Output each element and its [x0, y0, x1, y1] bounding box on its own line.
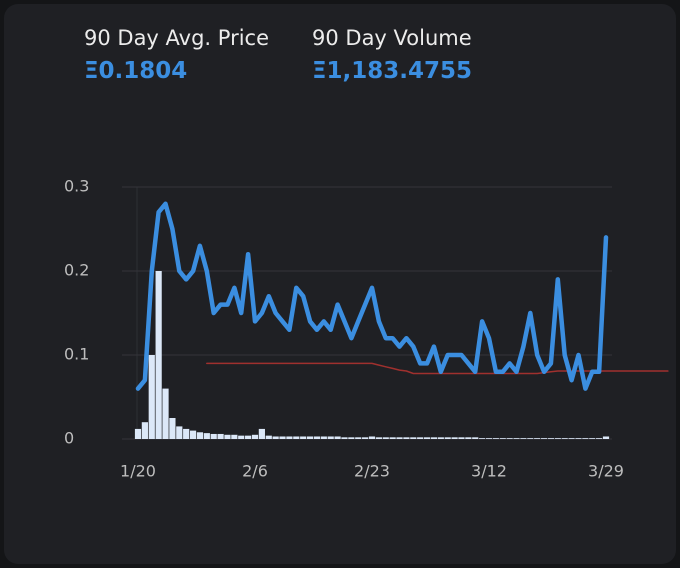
- volume-bar: [547, 438, 555, 439]
- x-tick-label: 1/20: [120, 462, 156, 481]
- volume-bar: [210, 433, 217, 439]
- volume-bar: [293, 436, 300, 439]
- volume-bar: [430, 437, 438, 439]
- volume-bar: [196, 432, 204, 439]
- volume-bar: [554, 438, 561, 439]
- volume-bar: [444, 437, 451, 439]
- volume-bar: [602, 436, 610, 439]
- volume-bar: [134, 428, 142, 439]
- volume-bar: [155, 271, 162, 439]
- volume-bar: [327, 436, 334, 439]
- volume-bar: [589, 438, 596, 439]
- volume-bar: [403, 437, 410, 439]
- volume-bar: [396, 437, 403, 439]
- volume-bar: [561, 438, 568, 439]
- stat-label: 90 Day Avg. Price: [84, 26, 270, 50]
- volume-bar: [485, 438, 493, 439]
- volume-bar: [245, 435, 252, 439]
- volume-bar: [513, 438, 520, 439]
- volume-bar: [148, 355, 155, 439]
- volume-bar: [492, 438, 499, 439]
- volume-bar: [568, 438, 575, 439]
- volume-bar: [169, 418, 176, 439]
- volume-bar: [224, 434, 231, 439]
- volume-bar: [265, 435, 272, 439]
- volume-bar: [506, 438, 513, 439]
- y-tick-label: 0: [64, 429, 74, 448]
- volume-bar: [238, 435, 245, 439]
- x-tick-label: 3/29: [588, 462, 624, 481]
- y-tick-label: 0.3: [64, 177, 89, 196]
- stat-value: Ξ1,183.4755: [312, 58, 473, 84]
- volume-bar: [451, 437, 458, 439]
- y-tick-label: 0.2: [64, 261, 89, 280]
- stat-label: 90 Day Volume: [312, 26, 472, 50]
- volume-bar: [499, 438, 506, 439]
- volume-bar: [375, 437, 382, 439]
- volume-bar: [527, 438, 534, 439]
- y-tick-label: 0.1: [64, 345, 89, 364]
- volume-bar: [368, 436, 376, 439]
- card: 90 Day Avg. Price Ξ0.1804 90 Day Volume …: [4, 4, 676, 564]
- volume-bar: [313, 436, 321, 439]
- volume-bar: [258, 428, 265, 439]
- x-tick-label: 2/6: [242, 462, 268, 481]
- volume-bar: [341, 437, 348, 439]
- volume-bar: [362, 437, 369, 439]
- volume-bar: [389, 437, 396, 439]
- volume-bar: [183, 428, 190, 439]
- volume-bar: [596, 438, 603, 439]
- volume-bar: [520, 438, 527, 439]
- x-tick-label: 3/12: [471, 462, 507, 481]
- volume-bar: [251, 434, 259, 439]
- volume-bar: [417, 437, 424, 439]
- volume-bar: [575, 438, 582, 439]
- volume-bar: [355, 437, 362, 439]
- volume-bar: [231, 434, 238, 439]
- volume-bar: [423, 437, 431, 439]
- x-tick-label: 2/23: [354, 462, 390, 481]
- volume-bar: [272, 436, 279, 439]
- series-line: [135, 201, 609, 391]
- stat: 90 Day Avg. Price Ξ0.1804: [84, 26, 269, 84]
- volume-bar: [437, 437, 444, 439]
- volume-bar: [465, 437, 472, 439]
- volume-bar: [334, 436, 341, 439]
- volume-bar: [458, 437, 465, 439]
- volume-bar: [217, 433, 224, 439]
- volume-bar: [582, 438, 589, 439]
- volume-bar: [540, 438, 548, 439]
- volume-bar: [348, 437, 355, 439]
- volume-bar: [472, 437, 479, 439]
- volume-bar: [189, 430, 197, 439]
- volume-bar: [320, 436, 327, 439]
- volume-bar: [534, 438, 541, 439]
- volume-bar: [286, 436, 293, 439]
- volume-bar: [279, 436, 286, 439]
- stat-value: Ξ0.1804: [84, 58, 188, 84]
- volume-bar: [382, 437, 389, 439]
- volume-bar: [176, 426, 183, 439]
- volume-bar: [300, 436, 307, 439]
- volume-bar: [141, 422, 148, 439]
- volume-bar: [162, 388, 169, 439]
- volume-bar: [479, 438, 486, 439]
- volume-bar: [203, 433, 210, 439]
- volume-bar: [306, 436, 314, 439]
- volume-bar: [410, 437, 417, 439]
- stat: 90 Day Volume Ξ1,183.4755: [312, 26, 472, 84]
